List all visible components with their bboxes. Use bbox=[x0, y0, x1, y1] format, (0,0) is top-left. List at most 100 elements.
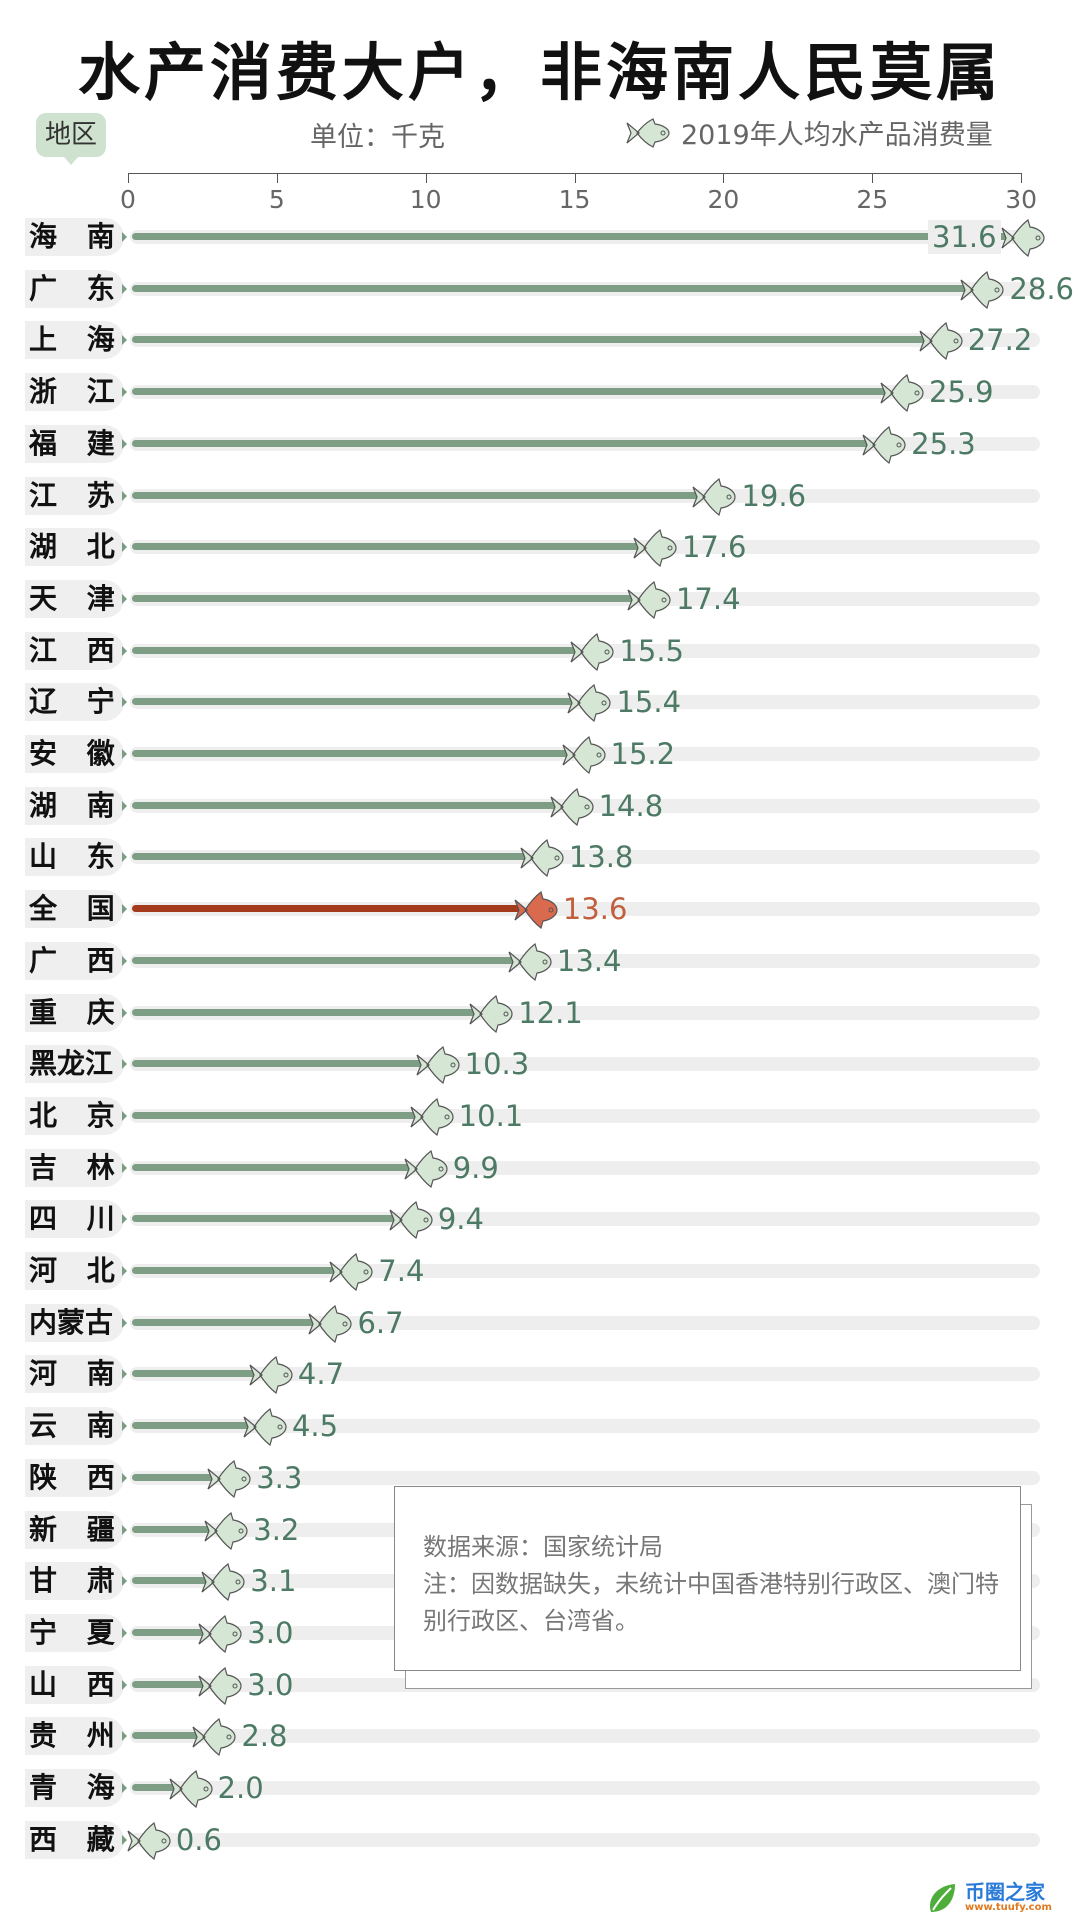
bar-track bbox=[130, 1419, 1040, 1434]
value-label: 4.7 bbox=[297, 1357, 345, 1392]
fish-icon bbox=[328, 1252, 374, 1296]
bar-track bbox=[130, 1470, 1040, 1485]
pointer-icon bbox=[122, 1576, 127, 1587]
brand-name: 币圈之家 bbox=[965, 1880, 1045, 1904]
fish-icon bbox=[507, 942, 553, 986]
value-label: 28.6 bbox=[1009, 271, 1074, 306]
fish-icon bbox=[918, 321, 964, 365]
bar-row: 黑龙江 10.3 bbox=[0, 1045, 1080, 1089]
pointer-icon bbox=[122, 1627, 127, 1638]
value-label: 15.4 bbox=[616, 685, 682, 720]
pointer-icon bbox=[122, 1369, 127, 1380]
pointer-icon bbox=[122, 800, 127, 811]
fish-icon bbox=[519, 838, 565, 882]
bar-row: 全 国 13.6 bbox=[0, 890, 1080, 934]
region-label: 新 疆 bbox=[25, 1510, 124, 1549]
pointer-icon bbox=[122, 335, 127, 346]
bar bbox=[132, 1008, 477, 1016]
bar-row: 天 津 17.4 bbox=[0, 579, 1080, 624]
bar-row: 云 南 4.5 bbox=[0, 1407, 1080, 1451]
region-label: 浙 江 bbox=[25, 373, 124, 412]
bar bbox=[132, 956, 515, 964]
value-label: 15.5 bbox=[619, 633, 684, 668]
bar bbox=[132, 1732, 200, 1740]
region-label: 广 西 bbox=[25, 941, 124, 980]
pointer-icon bbox=[122, 438, 127, 449]
region-label: 西 藏 bbox=[25, 1820, 124, 1859]
bar-row: 西 藏 0.6 bbox=[0, 1820, 1080, 1865]
value-label: 17.6 bbox=[681, 530, 747, 565]
region-label: 吉 林 bbox=[25, 1148, 124, 1187]
legend: 2019年人均水产品消费量 bbox=[625, 113, 993, 152]
bar bbox=[132, 1370, 256, 1378]
bar-row: 广 东 28.6 bbox=[0, 269, 1080, 314]
bar-track bbox=[130, 1832, 1040, 1847]
region-axis-badge: 地区 bbox=[36, 113, 106, 165]
brand-logo: 币圈之家 www.tuufy.com bbox=[925, 1880, 1052, 1916]
axis-tick bbox=[574, 173, 576, 183]
region-label: 上 海 bbox=[25, 321, 124, 360]
bar bbox=[132, 750, 569, 757]
value-label: 13.4 bbox=[556, 943, 622, 978]
fish-icon bbox=[415, 1045, 461, 1089]
fish-icon bbox=[549, 787, 595, 831]
bar bbox=[132, 1215, 396, 1223]
leaf-logo-icon bbox=[930, 1884, 955, 1912]
bar bbox=[132, 905, 521, 913]
bar-row: 河 南 4.7 bbox=[0, 1355, 1080, 1399]
value-label: 0.6 bbox=[175, 1822, 222, 1857]
bar-row: 贵 州 2.8 bbox=[0, 1717, 1080, 1761]
bar bbox=[132, 1422, 250, 1430]
fish-icon bbox=[242, 1407, 288, 1451]
bar-row: 四 川 9.4 bbox=[0, 1200, 1080, 1244]
pointer-icon bbox=[122, 852, 127, 863]
brand-url: www.tuufy.com bbox=[965, 1902, 1052, 1913]
bar bbox=[132, 698, 575, 706]
bar-row: 山 东 13.8 bbox=[0, 838, 1080, 882]
fish-icon bbox=[691, 477, 737, 521]
fish-icon bbox=[1000, 218, 1046, 262]
pointer-icon bbox=[122, 1524, 127, 1535]
value-label: 13.8 bbox=[568, 840, 634, 875]
axis-tick-label: 0 bbox=[120, 185, 136, 214]
bar-row: 内蒙古 6.7 bbox=[0, 1303, 1080, 1348]
fish-icon bbox=[861, 425, 907, 469]
pointer-icon bbox=[122, 1059, 127, 1070]
chart-title: 水产消费大户，非海南人民莫属 bbox=[77, 36, 1002, 109]
value-label: 9.9 bbox=[452, 1150, 499, 1185]
fish-icon bbox=[168, 1769, 214, 1813]
bar-row: 浙 江 25.9 bbox=[0, 373, 1080, 417]
bar-row: 湖 北 17.6 bbox=[0, 528, 1080, 572]
value-label: 7.4 bbox=[378, 1254, 425, 1288]
note-box: 数据来源：国家统计局 注：因数据缺失，未统计中国香港特别行政区、澳门特别行政区、… bbox=[394, 1486, 1021, 1671]
region-label: 四 川 bbox=[25, 1200, 124, 1239]
region-label: 北 京 bbox=[25, 1096, 124, 1135]
fish-icon bbox=[879, 373, 925, 417]
axis-tick bbox=[1021, 173, 1023, 183]
value-label: 25.3 bbox=[911, 426, 976, 461]
pointer-icon bbox=[122, 283, 127, 294]
pointer-icon bbox=[122, 1214, 127, 1225]
value-label: 19.6 bbox=[741, 478, 807, 513]
bar bbox=[132, 491, 700, 499]
value-label: 3.3 bbox=[256, 1460, 303, 1495]
pointer-icon bbox=[122, 490, 127, 501]
axis-tick bbox=[128, 173, 129, 183]
data-source: 数据来源：国家统计局 bbox=[423, 1533, 663, 1561]
pointer-icon bbox=[122, 1007, 127, 1018]
pointer-icon bbox=[122, 904, 127, 915]
bar-row: 北 京 10.1 bbox=[0, 1096, 1080, 1141]
bar-row: 青 海 2.0 bbox=[0, 1769, 1080, 1813]
region-label: 天 津 bbox=[25, 579, 124, 618]
region-label: 宁 夏 bbox=[25, 1613, 124, 1652]
region-label: 内蒙古 bbox=[25, 1303, 124, 1342]
x-axis bbox=[128, 173, 1021, 174]
bar bbox=[132, 1525, 212, 1533]
fish-icon bbox=[197, 1614, 243, 1658]
bar-row: 安 徽 15.2 bbox=[0, 735, 1080, 779]
fish-icon bbox=[513, 890, 559, 934]
region-label: 辽 宁 bbox=[25, 683, 124, 722]
bar-track bbox=[130, 1315, 1040, 1330]
region-label: 河 南 bbox=[25, 1355, 124, 1394]
fish-icon bbox=[200, 1562, 246, 1606]
